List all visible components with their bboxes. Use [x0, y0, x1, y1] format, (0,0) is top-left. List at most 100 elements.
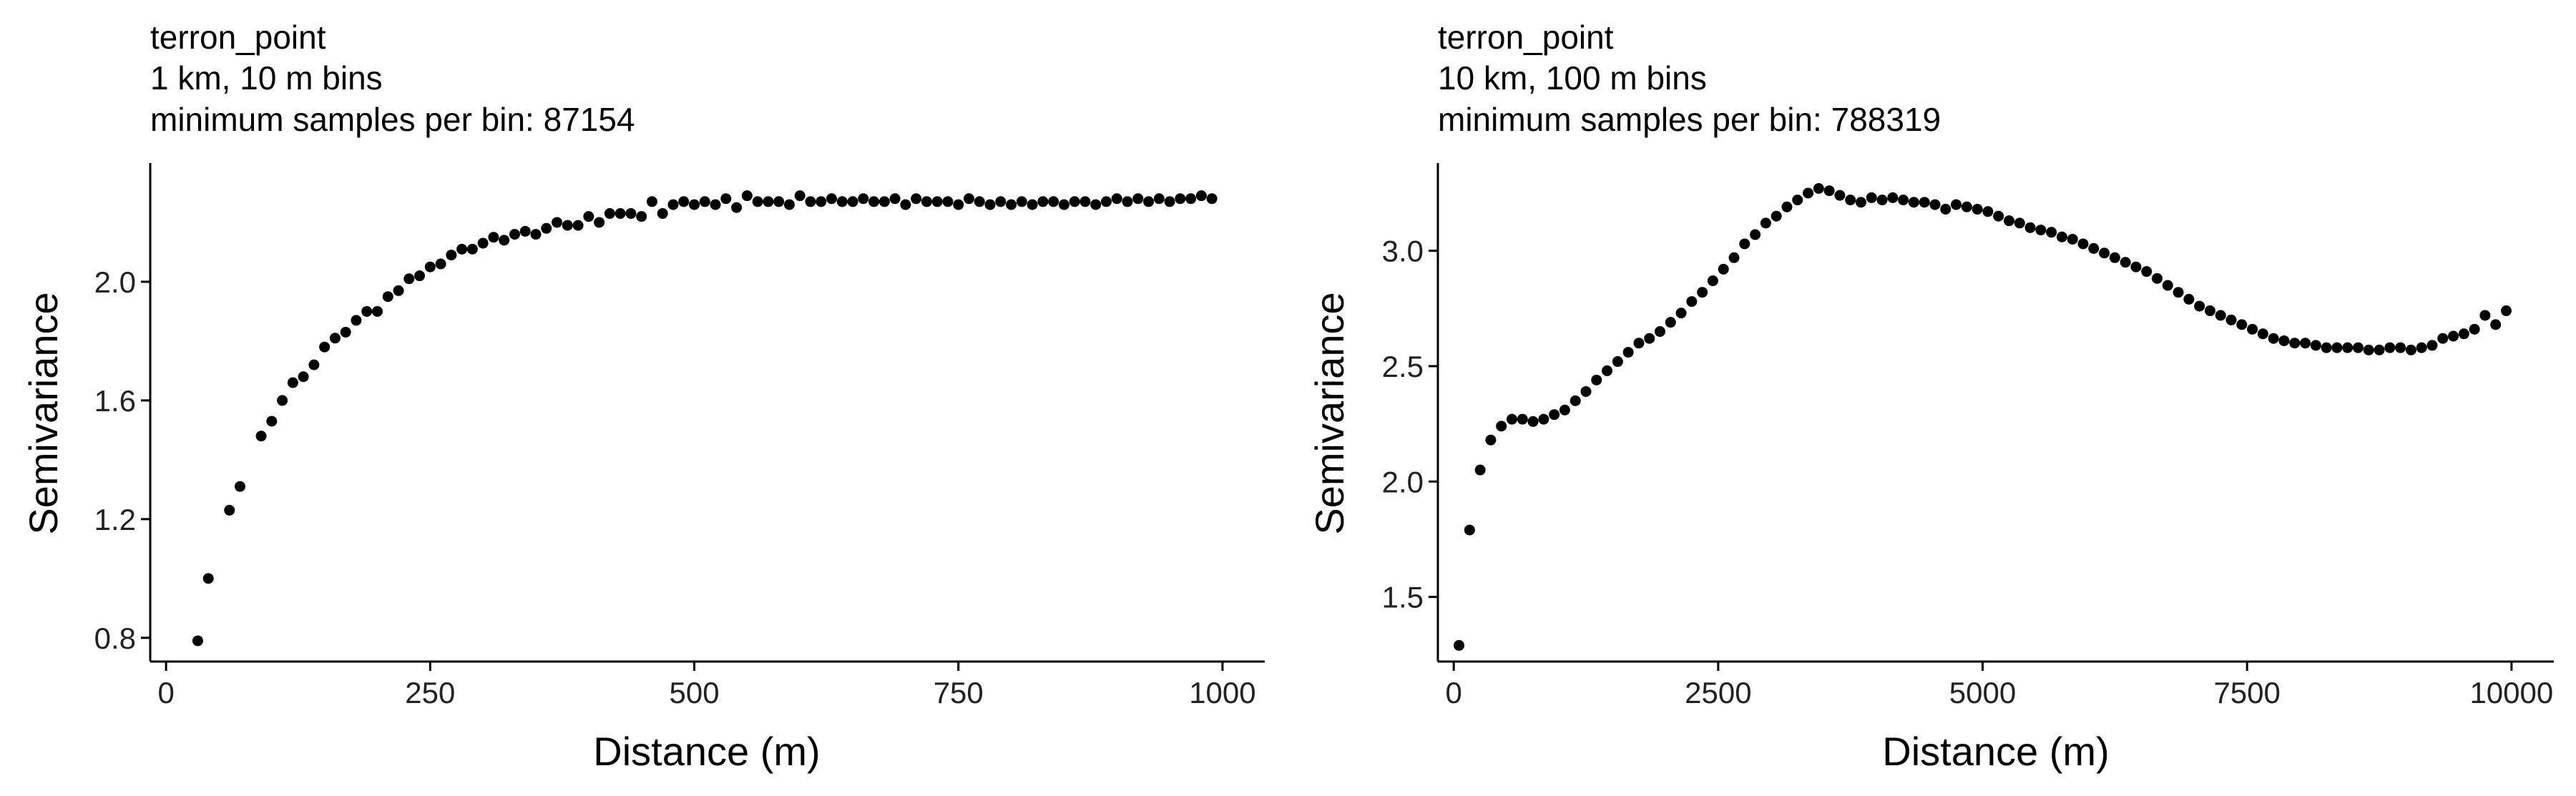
right-data-point [1602, 365, 1613, 376]
left-plot-points [192, 190, 1218, 647]
left-data-point [931, 196, 943, 207]
right-data-point [1750, 229, 1761, 240]
right-data-point [2024, 222, 2036, 233]
right-data-point [2321, 342, 2332, 353]
right-x-tick-label: 7500 [2213, 676, 2280, 709]
right-data-point [1792, 195, 1803, 206]
right-data-point [1454, 639, 1465, 651]
right-data-point [1760, 217, 1771, 229]
right-data-point [2469, 323, 2480, 335]
right-data-point [2120, 257, 2131, 268]
right-data-point [2363, 344, 2374, 355]
right-plot-title: terron_point [1438, 19, 1614, 56]
right-data-point [1718, 263, 1729, 275]
left-data-point [382, 291, 393, 303]
left-data-point [266, 416, 278, 427]
right-data-point [1876, 195, 1888, 206]
right-data-point [1803, 187, 1814, 199]
right-data-point [2374, 344, 2385, 355]
right-data-point [1961, 201, 1972, 212]
left-data-point [889, 193, 901, 205]
left-data-point [202, 573, 214, 584]
left-data-point [1037, 196, 1049, 207]
left-data-point [530, 229, 542, 240]
right-data-point [1771, 210, 1782, 222]
right-data-point [1739, 238, 1750, 250]
right-data-point [2014, 217, 2025, 229]
left-data-point [805, 196, 816, 207]
left-plot-title: terron_point [150, 19, 326, 56]
right-data-point [2395, 342, 2406, 353]
left-data-point [921, 196, 932, 207]
right-plot-y-axis-label: Semivariance [1307, 292, 1352, 534]
left-data-point [1069, 196, 1080, 207]
right-plot-points [1454, 182, 2512, 651]
left-x-tick-label: 500 [670, 676, 720, 709]
right-y-tick-label: 2.5 [1382, 350, 1424, 383]
left-data-point [403, 273, 415, 285]
left-data-point [1016, 196, 1027, 207]
right-data-point [1813, 182, 1824, 194]
left-data-point [720, 193, 732, 205]
right-data-point [1887, 192, 1899, 203]
left-data-point [435, 258, 446, 270]
right-data-point [1474, 464, 1486, 476]
right-data-point [1665, 317, 1676, 328]
right-data-point [1908, 197, 1919, 208]
left-data-point [964, 193, 975, 205]
left-data-point [509, 229, 520, 240]
left-data-point [319, 341, 330, 353]
right-data-point [2204, 305, 2215, 317]
right-data-point [1612, 356, 1623, 368]
left-data-point [1079, 196, 1091, 207]
right-plot-panel: terron_point 10 km, 100 m bins minimum s… [1307, 19, 2554, 774]
left-data-point [667, 199, 679, 210]
left-plot-panel: terron_point 1 km, 10 m bins minimum sam… [21, 19, 1265, 774]
right-data-point [1919, 197, 1930, 208]
left-data-point [816, 196, 827, 207]
right-data-point [1707, 275, 1718, 287]
right-data-point [1993, 210, 2004, 222]
right-data-point [1866, 192, 1877, 203]
right-data-point [1675, 308, 1687, 319]
right-data-point [1591, 374, 1602, 385]
left-data-point [1185, 193, 1197, 205]
left-data-point [298, 371, 309, 383]
left-data-point [878, 196, 890, 207]
right-data-point [2088, 242, 2100, 254]
right-data-point [1972, 204, 1983, 215]
right-plot-x-axis-label: Distance (m) [1882, 729, 2109, 774]
left-plot-y-axis-label: Semivariance [21, 292, 66, 534]
right-plot-axes: 0 2500 5000 7500 10000 1.5 2.0 2.5 3.0 [1382, 163, 2554, 709]
left-data-point [1006, 199, 1017, 210]
right-data-point [1655, 326, 1666, 338]
left-y-tick-label: 1.2 [94, 503, 136, 536]
right-x-tick-label: 10000 [2469, 676, 2553, 709]
right-data-point [2173, 287, 2184, 298]
right-data-point [2268, 333, 2279, 344]
left-data-point [868, 196, 880, 207]
left-y-tick-label: 0.8 [94, 621, 136, 655]
right-data-point [2352, 342, 2364, 353]
right-data-point [2003, 215, 2014, 227]
right-data-point [1580, 385, 1592, 397]
right-data-point [1517, 413, 1528, 425]
left-data-point [847, 196, 858, 207]
left-data-point [942, 196, 954, 207]
right-data-point [1929, 199, 1941, 210]
right-data-point [2077, 238, 2089, 250]
right-data-point [2479, 310, 2491, 321]
right-data-point [1464, 524, 1475, 536]
left-data-point [900, 199, 911, 210]
right-y-tick-label: 2.0 [1382, 465, 1424, 498]
left-data-point [604, 208, 615, 220]
left-data-point [783, 199, 795, 210]
right-data-point [1940, 204, 1951, 215]
left-data-point [794, 190, 805, 202]
left-data-point [678, 196, 690, 207]
right-data-point [1982, 206, 1994, 217]
right-x-tick-label: 0 [1446, 676, 1462, 709]
right-data-point [1686, 296, 1698, 308]
right-data-point [2331, 342, 2343, 353]
left-data-point [351, 315, 362, 326]
